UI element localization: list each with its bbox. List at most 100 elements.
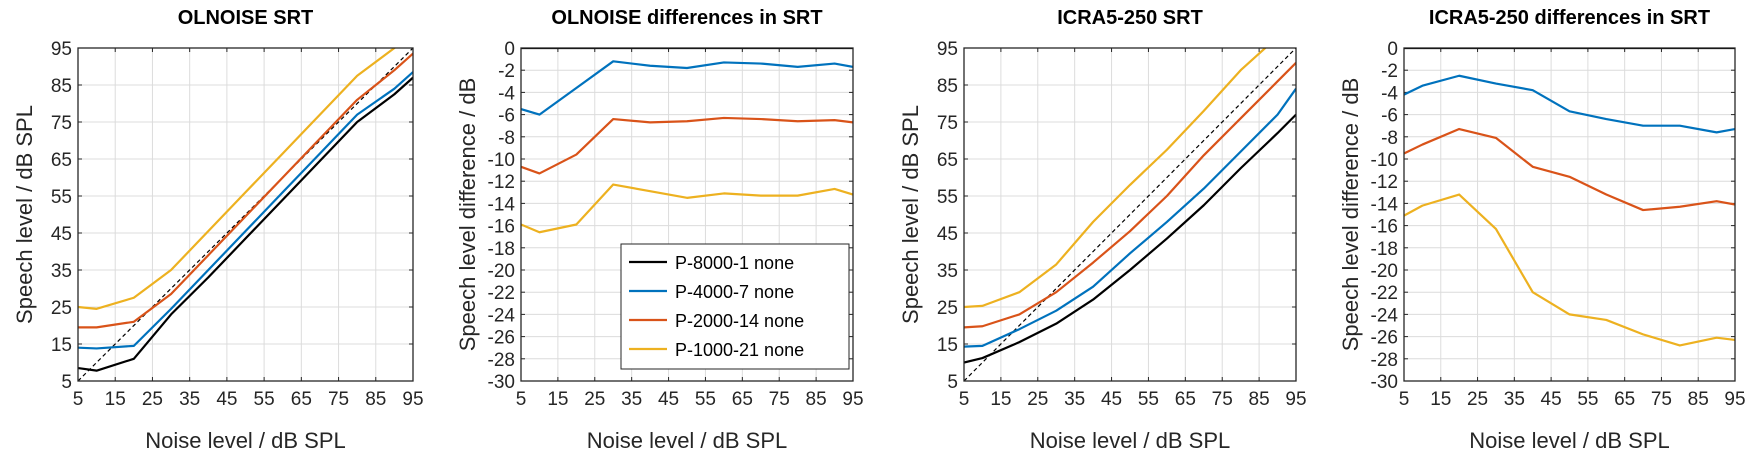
y-tick-label: -8 [498, 128, 515, 149]
chart-1: 5 15 25 35 45 55 65 75 85 95 5 15 25 35 45 55 65 75 85 95 OL… [12, 7, 424, 453]
y-tick-label: -20 [1371, 261, 1398, 282]
x-tick-label: 45 [1541, 389, 1562, 410]
x-tick-label: 95 [1285, 389, 1306, 410]
x-tick-label: 15 [990, 389, 1011, 410]
y-tick-label: -24 [1371, 305, 1399, 326]
x-tick-label: 95 [402, 389, 423, 410]
data-layer [964, 48, 1296, 381]
y-tick-label: -22 [1371, 283, 1398, 304]
y-tick-label: 5 [947, 372, 958, 393]
series-line-p-4000-7-none [1404, 74, 1735, 134]
series-line-p-2000-14-none [521, 116, 853, 175]
legend-label: P-2000-14 none [675, 311, 804, 331]
y-tick-label: 75 [937, 113, 958, 134]
x-tick-label: 85 [1249, 389, 1270, 410]
y-tick-label: 45 [937, 224, 958, 245]
series-line-p-2000-14-none [1404, 127, 1735, 212]
y-tick-label: -4 [1381, 83, 1398, 104]
chart-4: 5 15 25 35 45 55 65 75 85 95 0-2-4-6-8-10-12-14-16… [1338, 7, 1746, 453]
y-axis-label: Speech level / dB SPL [898, 105, 923, 324]
y-tick-label: -16 [488, 217, 515, 238]
x-tick-label: 35 [179, 389, 200, 410]
chart-3: 5 15 25 35 45 55 65 75 85 95 5 15 25 35 45 55 65 75 85 95 IC… [898, 7, 1307, 453]
y-tick-label: -30 [488, 372, 515, 393]
y-tick-label: -28 [488, 350, 515, 371]
y-axis-label: Speech level / dB SPL [12, 105, 37, 324]
y-tick-label: -20 [488, 261, 515, 282]
x-tick-label: 75 [328, 389, 349, 410]
y-tick-label: -14 [488, 194, 516, 215]
y-tick-label: -18 [1371, 239, 1398, 260]
series-line-p-1000-21-none [521, 183, 853, 234]
x-tick-label: 5 [73, 389, 84, 410]
series-line-p-1000-21-none [964, 48, 1267, 309]
y-tick-label: 85 [51, 76, 72, 97]
legend-label: P-4000-7 none [675, 282, 794, 302]
data-layer [521, 48, 853, 234]
y-tick-label: -12 [1371, 172, 1398, 193]
y-tick-label: 55 [937, 187, 958, 208]
series-line-p-8000-1-none [964, 113, 1296, 364]
axes-box [1403, 47, 1736, 382]
y-tick-label: 5 [61, 372, 72, 393]
chart-title: ICRA5-250 differences in SRT [1429, 7, 1710, 29]
x-tick-label: 95 [842, 389, 863, 410]
y-tick-label: 45 [51, 224, 72, 245]
x-tick-label: 45 [658, 389, 679, 410]
x-tick-label: 95 [1724, 389, 1745, 410]
series-line-p-4000-7-none [964, 88, 1296, 348]
y-axis-label: Speech level difference / dB [455, 78, 480, 352]
x-tick-label: 45 [1101, 389, 1122, 410]
reference-diagonal-line [964, 48, 1296, 381]
axes-box [77, 47, 414, 382]
x-tick-label: 25 [584, 389, 605, 410]
chart-title: ICRA5-250 SRT [1057, 7, 1203, 29]
series-line-p-4000-7-none [521, 60, 853, 116]
y-tick-label: 25 [937, 298, 958, 319]
y-tick-label: -6 [1381, 106, 1398, 127]
y-tick-label: 35 [51, 261, 72, 282]
series-line-p-2000-14-none [964, 62, 1296, 329]
x-tick-label: 65 [1614, 389, 1635, 410]
y-tick-label: -26 [488, 328, 515, 349]
x-tick-label: 35 [621, 389, 642, 410]
x-tick-label: 55 [254, 389, 275, 410]
x-tick-label: 85 [806, 389, 827, 410]
y-tick-label: -18 [488, 239, 515, 260]
x-tick-label: 15 [1430, 389, 1451, 410]
x-tick-label: 65 [291, 389, 312, 410]
y-axis-label: Speech level difference / dB [1338, 78, 1363, 352]
legend-label: P-8000-1 none [675, 253, 794, 273]
y-tick-label: 85 [937, 76, 958, 97]
y-tick-label: 65 [937, 150, 958, 171]
x-axis-label: Noise level / dB SPL [145, 428, 346, 453]
data-layer [1404, 48, 1735, 347]
y-tick-label: -14 [1371, 194, 1399, 215]
y-tick-label: 25 [51, 298, 72, 319]
x-tick-label: 15 [105, 389, 126, 410]
axes-box [963, 47, 1297, 382]
legend: P-8000-1 none P-4000-7 none P-2000-14 none… [620, 243, 850, 370]
x-tick-label: 85 [1688, 389, 1709, 410]
x-tick-label: 75 [1212, 389, 1233, 410]
x-tick-label: 45 [216, 389, 237, 410]
y-tick-label: -30 [1371, 372, 1398, 393]
x-tick-label: 35 [1504, 389, 1525, 410]
y-tick-label: -28 [1371, 350, 1398, 371]
y-tick-label: 35 [937, 261, 958, 282]
x-tick-label: 65 [732, 389, 753, 410]
x-tick-label: 25 [1467, 389, 1488, 410]
y-tick-label: 15 [51, 335, 72, 356]
series-line-p-1000-21-none [78, 48, 397, 310]
plot-area [1404, 48, 1735, 381]
x-tick-label: 35 [1064, 389, 1085, 410]
y-tick-label: -16 [1371, 217, 1398, 238]
x-tick-label: 55 [1138, 389, 1159, 410]
x-tick-label: 25 [142, 389, 163, 410]
series-line-p-4000-7-none [78, 71, 413, 350]
y-tick-label: 0 [504, 39, 515, 60]
y-tick-label: -26 [1371, 328, 1398, 349]
y-tick-label: -8 [1381, 128, 1398, 149]
y-tick-label: 65 [51, 150, 72, 171]
